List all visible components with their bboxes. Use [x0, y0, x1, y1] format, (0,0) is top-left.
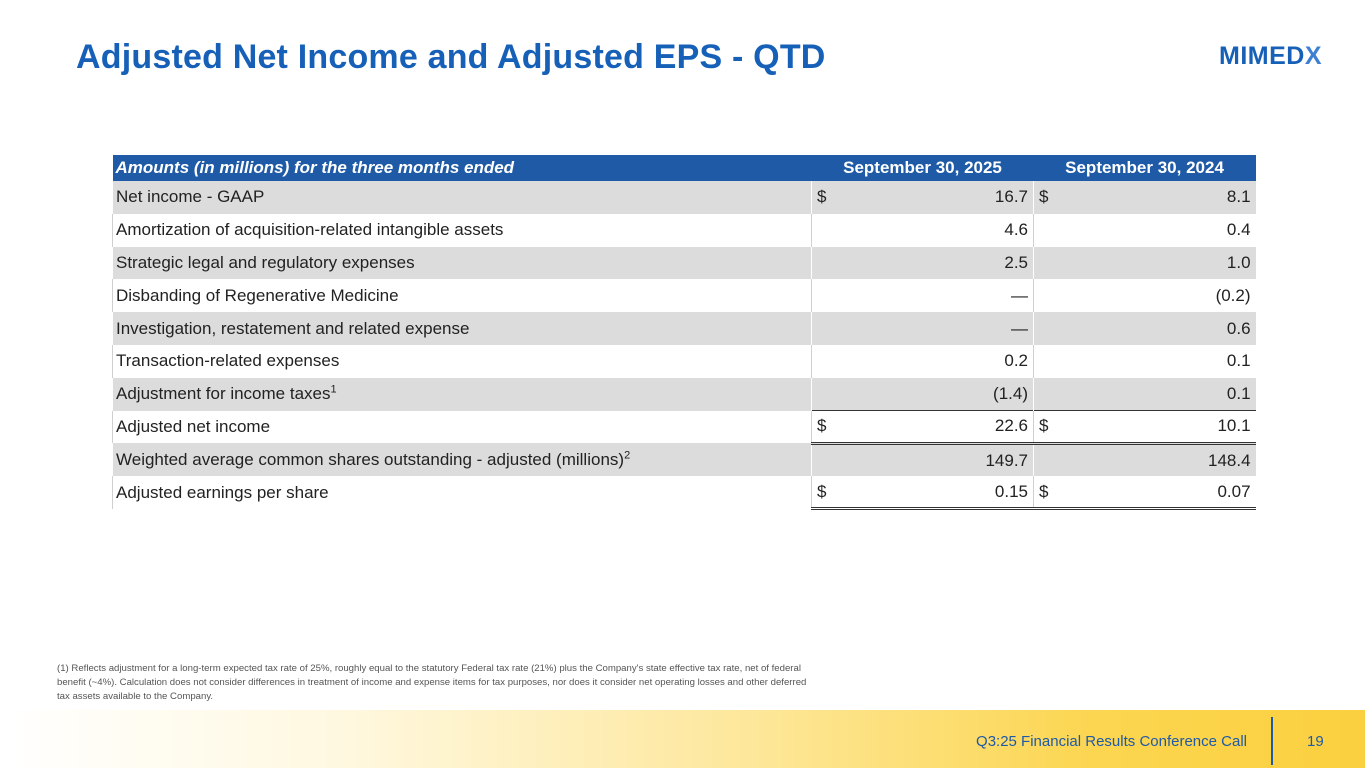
row-label-text: Net income - GAAP [116, 187, 265, 207]
mimedx-logo: MIMEDX [1219, 42, 1322, 71]
value-2025: 22.6 [833, 410, 1034, 445]
page-number: 19 [1307, 733, 1324, 750]
row-label-text: Weighted average common shares outstandi… [116, 449, 625, 469]
footer-band [0, 710, 1365, 768]
currency-2025 [811, 344, 834, 378]
table-row: Transaction-related expenses 0.2 0.1 [112, 344, 1256, 378]
currency-2025 [811, 443, 834, 477]
header-label: Amounts (in millions) for the three mont… [112, 155, 812, 181]
row-label: Adjustment for income taxes1 [112, 377, 812, 411]
currency-2025 [811, 377, 834, 411]
header-col-2025: September 30, 2025 [811, 155, 1034, 181]
row-label-text: Adjusted net income [116, 416, 271, 436]
row-label: Adjusted net income [112, 410, 812, 444]
value-2025: (1.4) [833, 377, 1034, 411]
table-row: Disbanding of Regenerative Medicine — (0.2… [112, 279, 1256, 313]
row-label-text: Strategic legal and regulatory expenses [116, 252, 415, 272]
currency-2025: $ [811, 410, 834, 445]
row-label-text: Adjustment for income taxes [116, 384, 331, 404]
currency-2025 [811, 246, 834, 280]
page-title: Adjusted Net Income and Adjusted EPS - Q… [76, 38, 826, 76]
currency-2025: $ [811, 476, 834, 511]
currency-2025: $ [811, 181, 834, 214]
value-2025: 149.7 [833, 443, 1034, 477]
logo-main: MIMED [1219, 42, 1305, 70]
row-label-text: Disbanding of Regenerative Medicine [116, 285, 399, 305]
currency-2024 [1033, 279, 1056, 313]
row-label: Weighted average common shares outstandi… [112, 443, 812, 477]
row-label: Transaction-related expenses [112, 344, 812, 378]
value-2024: 1.0 [1055, 246, 1256, 280]
table-header-row: Amounts (in millions) for the three mont… [112, 155, 1256, 181]
currency-2025 [811, 279, 834, 313]
currency-2024 [1033, 213, 1056, 247]
table-body: Net income - GAAP $16.7 $8.1 Amortization o… [112, 181, 1256, 511]
table-row: Adjusted earnings per share $0.15 $0.07 [112, 476, 1256, 511]
row-label: Investigation, restatement and related e… [112, 312, 812, 345]
value-2025: — [833, 312, 1034, 345]
row-label-text: Adjusted earnings per share [116, 482, 329, 502]
financial-table-container: Amounts (in millions) for the three mont… [112, 155, 1256, 511]
value-2025: 0.15 [833, 476, 1034, 511]
value-2025: 16.7 [833, 181, 1034, 214]
value-2025: 0.2 [1004, 351, 1029, 371]
value-2025: 4.6 [1004, 220, 1029, 240]
footnote-ref: 2 [624, 449, 631, 462]
table-row: Adjusted net income $22.6 $10.1 [112, 410, 1256, 445]
value-2025: — [1011, 285, 1029, 305]
currency-2024: $ [1033, 410, 1056, 445]
row-label-text: Investigation, restatement and related e… [116, 318, 470, 338]
row-label-text: Amortization of acquisition-related inta… [116, 220, 504, 240]
currency-2024: $ [1033, 476, 1056, 511]
value-2024: 0.6 [1055, 312, 1256, 345]
value-2024: 0.4 [1226, 220, 1251, 240]
value-2024: 148.4 [1055, 443, 1256, 477]
value-2024: 0.1 [1226, 351, 1251, 371]
table-row: Net income - GAAP $16.7 $8.1 [112, 181, 1256, 214]
table-row: Strategic legal and regulatory expenses 2… [112, 246, 1256, 280]
row-label: Net income - GAAP [112, 181, 812, 214]
footnote-ref: 1 [330, 383, 337, 396]
logo-accent: X [1304, 42, 1323, 70]
value-2024: 8.1 [1055, 181, 1256, 214]
table-row: Adjustment for income taxes1 (1.4) 0.1 [112, 377, 1256, 411]
footer-divider [1271, 717, 1273, 765]
value-2024: 0.07 [1055, 476, 1256, 511]
table-row: Investigation, restatement and related e… [112, 312, 1256, 345]
row-label: Disbanding of Regenerative Medicine [112, 279, 812, 313]
currency-2024 [1033, 377, 1056, 411]
value-2025: 2.5 [833, 246, 1034, 280]
table-row: Weighted average common shares outstandi… [112, 443, 1256, 477]
value-2024: 0.1 [1055, 377, 1256, 411]
table-row: Amortization of acquisition-related inta… [112, 213, 1256, 247]
currency-2025 [811, 312, 834, 345]
row-label: Amortization of acquisition-related inta… [112, 213, 812, 247]
adjusted-net-income-table: Amounts (in millions) for the three mont… [112, 155, 1256, 511]
currency-2024 [1033, 312, 1056, 345]
value-2024: (0.2) [1215, 285, 1251, 305]
header-col-2024: September 30, 2024 [1033, 155, 1256, 181]
currency-2024: $ [1033, 181, 1056, 214]
currency-2024 [1033, 443, 1056, 477]
currency-2024 [1033, 246, 1056, 280]
footer-title: Q3:25 Financial Results Conference Call [976, 733, 1247, 750]
row-label: Adjusted earnings per share [112, 476, 812, 509]
currency-2025 [811, 213, 834, 247]
currency-2024 [1033, 344, 1056, 378]
row-label: Strategic legal and regulatory expenses [112, 246, 812, 280]
footnote: (1) Reflects adjustment for a long-term … [57, 663, 807, 702]
row-label-text: Transaction-related expenses [116, 351, 340, 371]
value-2024: 10.1 [1055, 410, 1256, 445]
